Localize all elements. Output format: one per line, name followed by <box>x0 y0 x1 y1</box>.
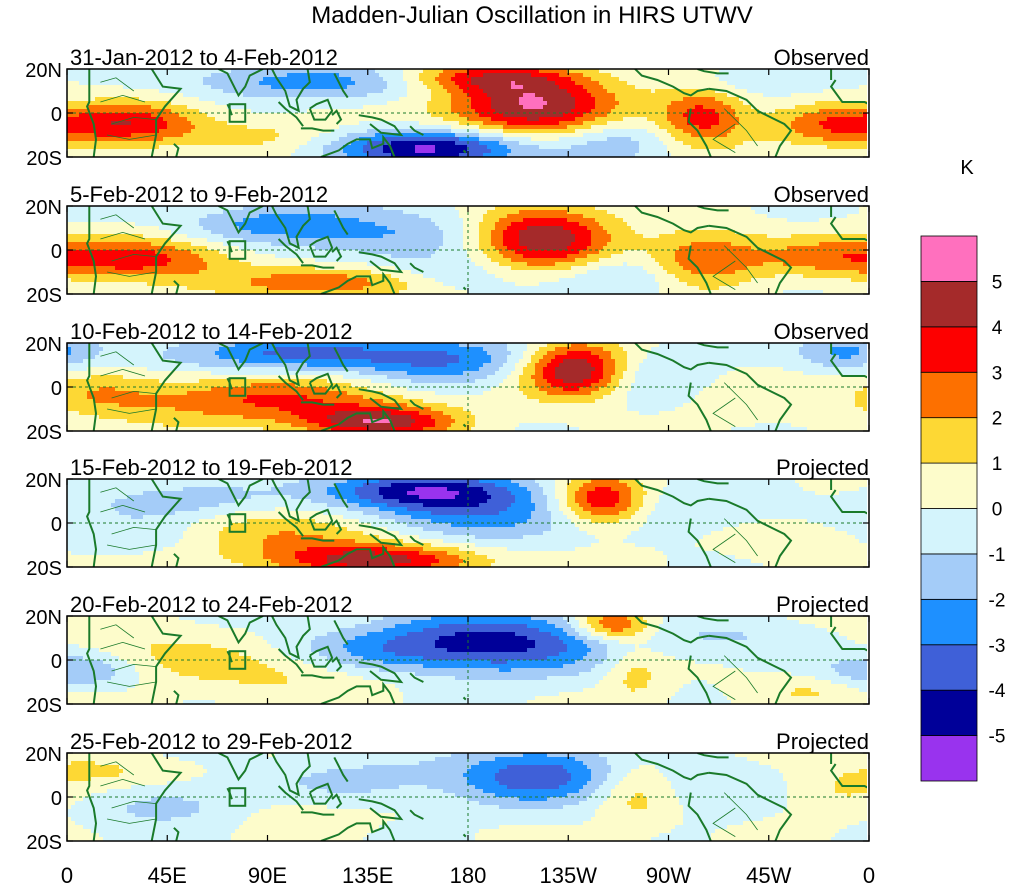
y-tick-label: 20S <box>26 558 62 580</box>
x-tick-label: 45W <box>746 863 791 887</box>
y-tick-label: 20S <box>26 695 62 717</box>
colorbar-swatch <box>920 598 978 646</box>
x-tick-label: 0 <box>61 863 73 887</box>
y-tick-label: 20S <box>26 422 62 444</box>
x-tick-label: 45E <box>148 863 187 887</box>
colorbar-units: K <box>960 157 974 179</box>
colorbar-swatch <box>920 326 978 373</box>
x-tick-label: 135E <box>342 863 393 887</box>
colorbar-label: 2 <box>992 409 1003 430</box>
colorbar-swatch <box>920 735 978 782</box>
panel-status: Projected <box>776 729 869 754</box>
map-panel: 20N 0 20S 5-Feb-2012 to 9-Feb-2012 Observed <box>25 182 870 307</box>
x-axis: 0 45E 90E 135E 180 135W 90W 45W 0 <box>61 863 875 887</box>
y-tick-label: 20N <box>25 60 62 82</box>
panel-status: Observed <box>774 45 869 70</box>
panel-status: Projected <box>776 455 869 480</box>
panel-date-range: 5-Feb-2012 to 9-Feb-2012 <box>70 182 328 207</box>
coastlines <box>86 479 867 567</box>
panel-status: Observed <box>774 319 869 344</box>
y-tick-label: 20N <box>25 744 62 766</box>
coastlines <box>86 69 867 157</box>
panel-date-range: 15-Feb-2012 to 19-Feb-2012 <box>70 455 353 480</box>
panel-date-range: 25-Feb-2012 to 29-Feb-2012 <box>70 729 353 754</box>
y-tick-label: 20S <box>26 148 62 170</box>
y-tick-label: 0 <box>51 651 62 673</box>
anomaly-field <box>67 206 867 294</box>
y-tick-label: 0 <box>51 104 62 126</box>
colorbar-swatch <box>920 235 978 282</box>
y-tick-label: 20N <box>25 197 62 219</box>
panel-status: Observed <box>774 182 869 207</box>
colorbar-swatch <box>920 462 978 509</box>
coastlines <box>86 753 867 841</box>
map-panel: 20N 0 20S 20-Feb-2012 to 24-Feb-2012 Project… <box>25 592 870 717</box>
y-tick-label: 20N <box>25 334 62 356</box>
colorbar-label: -1 <box>989 545 1006 566</box>
x-tick-label: 180 <box>450 863 487 887</box>
colorbar-label: -3 <box>989 636 1006 657</box>
y-tick-label: 0 <box>51 378 62 400</box>
anomaly-field <box>67 69 867 157</box>
figure-title: Madden-Julian Oscillation in HIRS UTWV <box>311 2 752 29</box>
colorbar-swatch <box>920 281 978 328</box>
colorbar-label: -4 <box>989 681 1006 702</box>
colorbar-label: -2 <box>989 590 1006 611</box>
y-tick-label: 0 <box>51 514 62 536</box>
map-panel: 20N 0 20S 31-Jan-2012 to 4-Feb-2012 Observed <box>25 45 870 170</box>
colorbar-label: 4 <box>992 318 1003 339</box>
colorbar-swatch <box>920 689 978 736</box>
colorbar-label: 5 <box>992 272 1003 293</box>
colorbar: K -5 -4 -3 -2 -1 0 1 2 3 4 5 <box>920 157 1006 782</box>
panels: 20N 0 20S 31-Jan-2012 to 4-Feb-2012 Observed… <box>25 45 870 854</box>
colorbar-label: -5 <box>989 727 1006 748</box>
colorbar-label: 1 <box>992 454 1003 475</box>
colorbar-swatch <box>920 553 978 600</box>
colorbar-swatch <box>920 508 978 555</box>
x-tick-label: 90W <box>646 863 691 887</box>
map-panel: 20N 0 20S 10-Feb-2012 to 14-Feb-2012 Observe… <box>25 319 870 444</box>
coastlines <box>86 616 867 704</box>
y-tick-label: 20N <box>25 607 62 629</box>
map-panel: 20N 0 20S 15-Feb-2012 to 19-Feb-2012 Project… <box>25 455 870 580</box>
x-tick-label: 135W <box>540 863 598 887</box>
colorbar-swatch <box>920 371 978 419</box>
x-tick-label: 0 <box>863 863 875 887</box>
coastlines <box>86 206 867 294</box>
y-tick-label: 20N <box>25 470 62 492</box>
panel-date-range: 31-Jan-2012 to 4-Feb-2012 <box>70 45 338 70</box>
colorbar-label: 0 <box>992 500 1003 521</box>
y-tick-label: 20S <box>26 832 62 854</box>
x-tick-label: 90E <box>248 863 287 887</box>
panel-date-range: 20-Feb-2012 to 24-Feb-2012 <box>70 592 353 617</box>
colorbar-swatch <box>920 417 978 464</box>
y-tick-label: 20S <box>26 285 62 307</box>
colorbar-swatch <box>920 644 978 691</box>
map-panel: 20N 0 20S 25-Feb-2012 to 29-Feb-2012 Project… <box>25 729 870 854</box>
anomaly-field <box>67 616 867 704</box>
y-tick-label: 0 <box>51 241 62 263</box>
panel-date-range: 10-Feb-2012 to 14-Feb-2012 <box>70 319 353 344</box>
panel-status: Projected <box>776 592 869 617</box>
y-tick-label: 0 <box>51 788 62 810</box>
colorbar-label: 3 <box>992 363 1003 384</box>
